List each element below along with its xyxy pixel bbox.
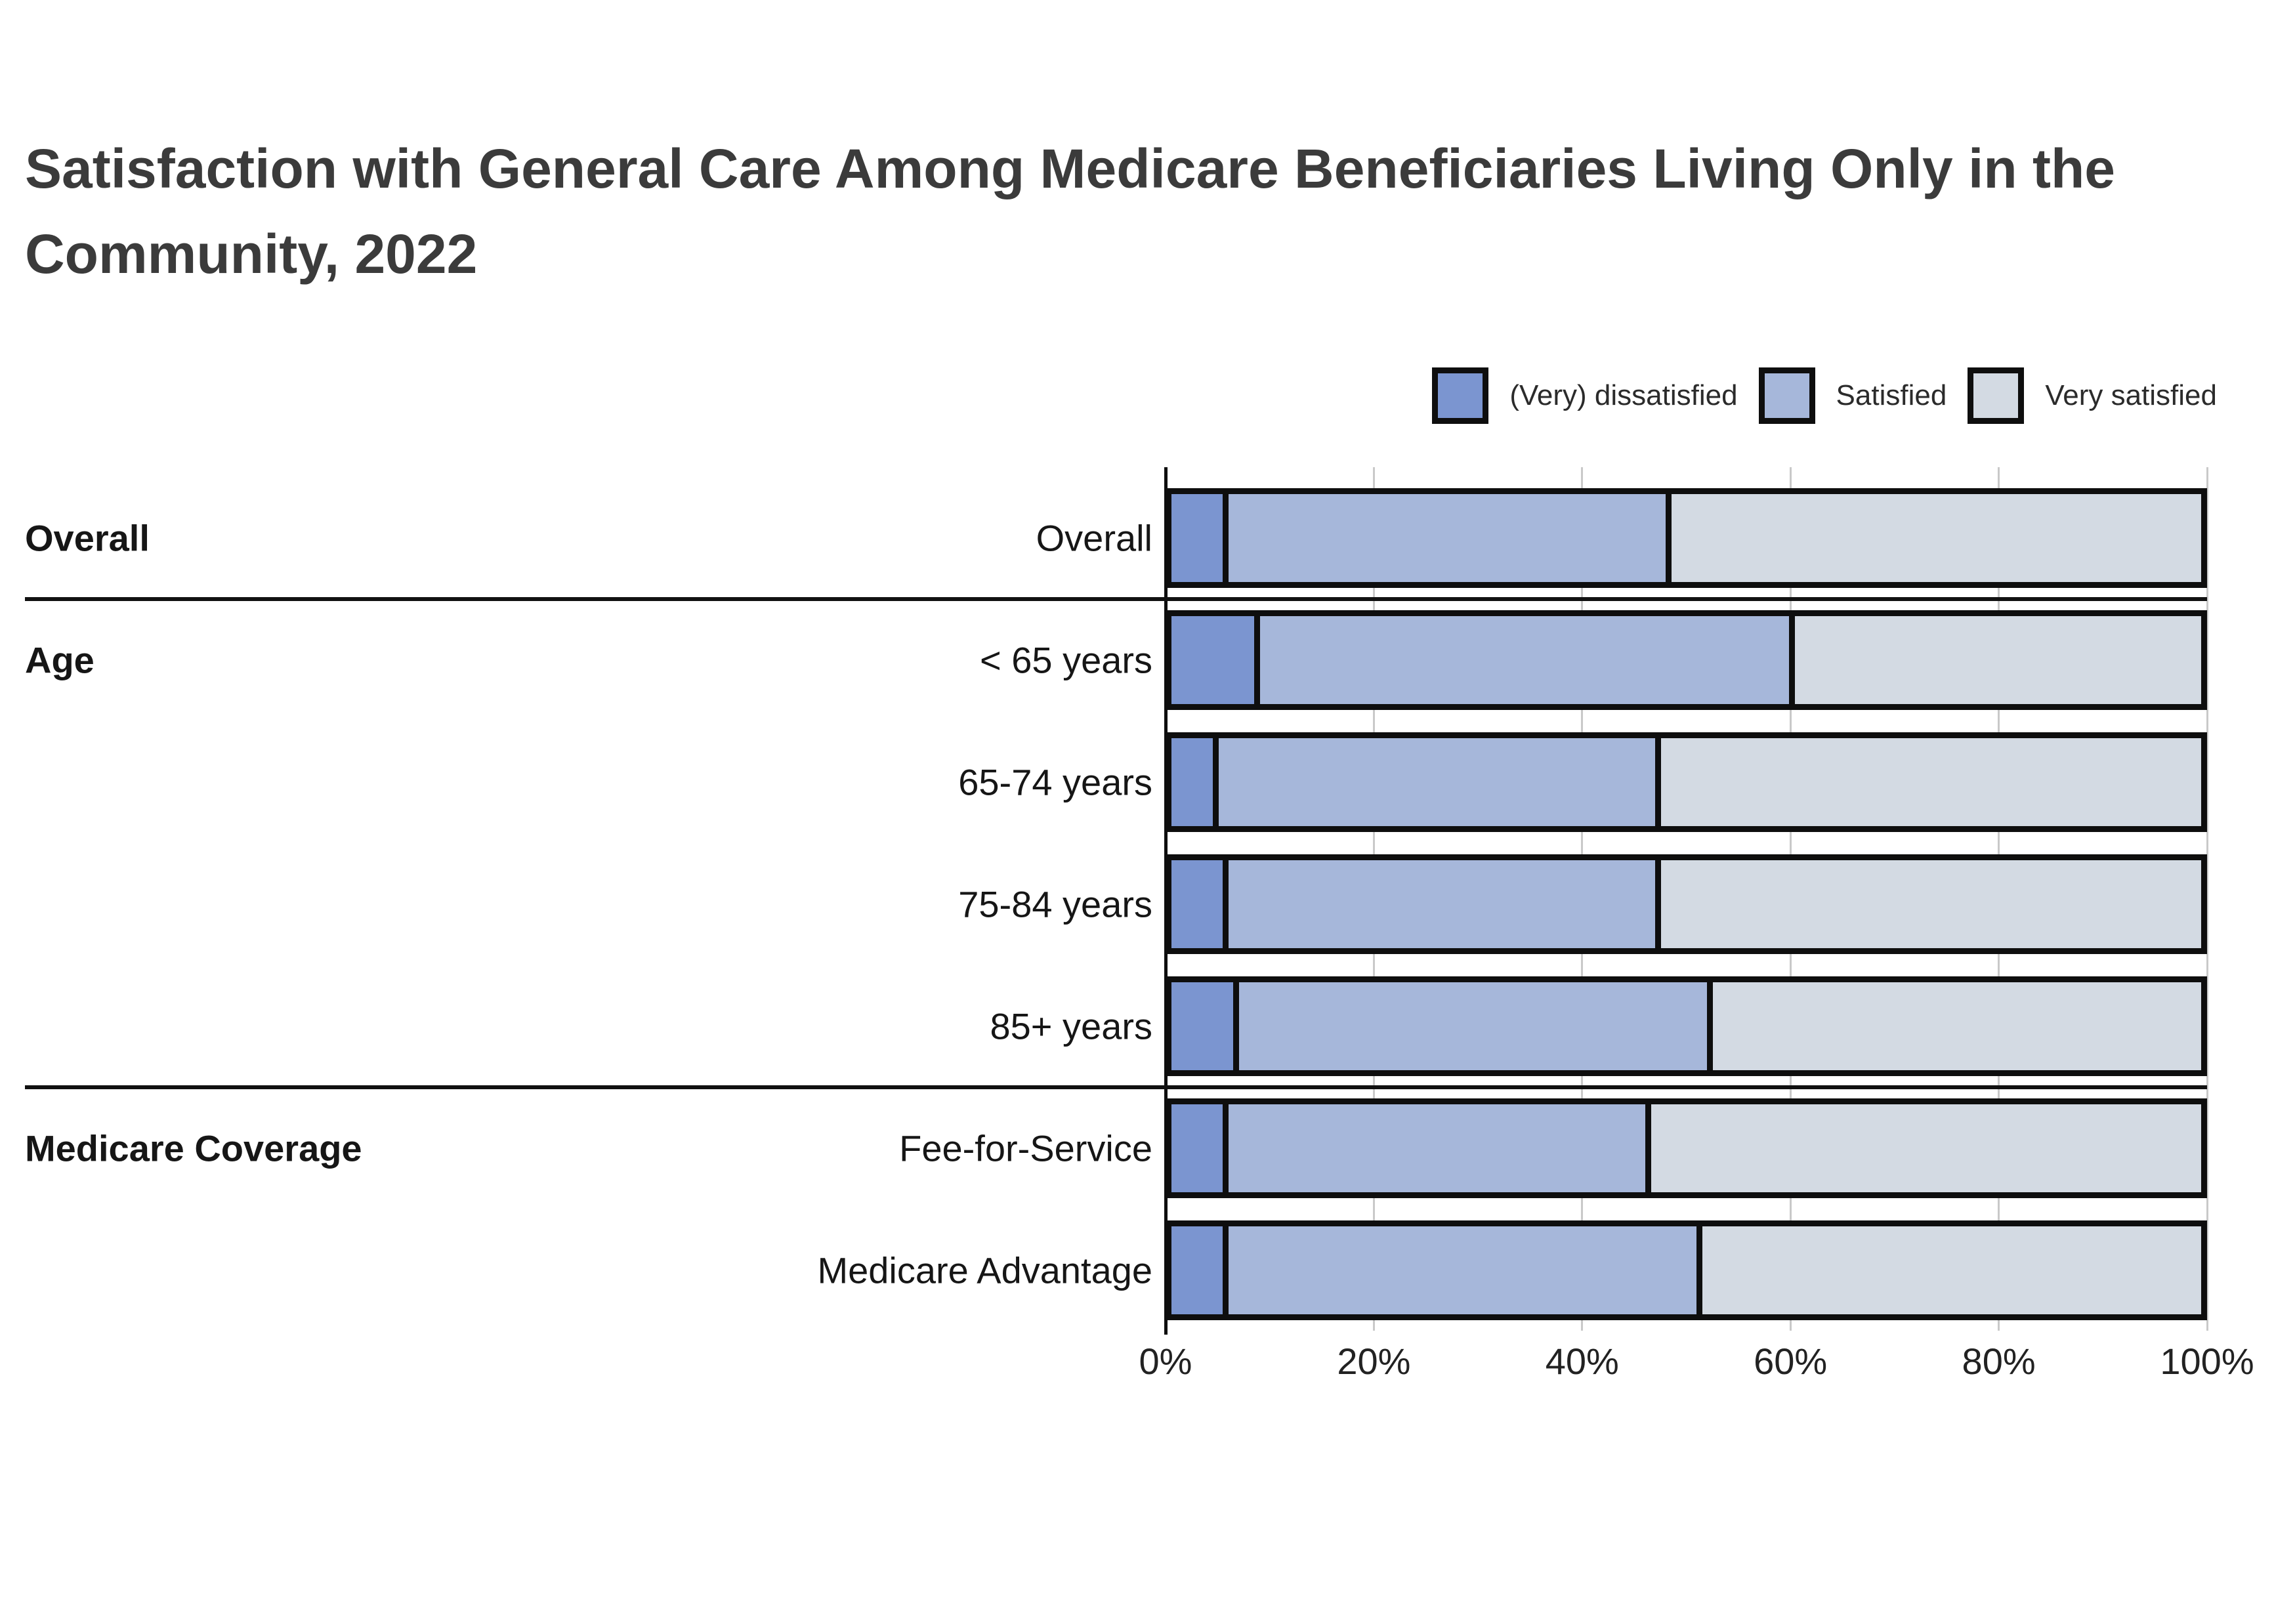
bar-segment xyxy=(1655,860,2201,948)
x-tick-label: 40% xyxy=(1545,1341,1619,1382)
legend-swatch xyxy=(1758,367,1815,424)
bar-segment xyxy=(1666,494,2201,582)
chart-title: Satisfaction with General Care Among Med… xyxy=(25,138,2116,285)
bar-segment xyxy=(1212,738,1656,826)
bar-segment xyxy=(1696,1226,2201,1314)
bar-row xyxy=(1166,488,2207,588)
row-label: 85+ years xyxy=(990,1005,1153,1047)
x-tick-label: 20% xyxy=(1337,1341,1411,1382)
bar-segment xyxy=(1171,1104,1223,1192)
legend-item: Satisfied xyxy=(1758,367,1947,424)
bar-segment xyxy=(1233,982,1707,1070)
group-separator xyxy=(25,1085,2207,1089)
group-label: Age xyxy=(25,639,95,681)
group-label: Medicare Coverage xyxy=(25,1127,362,1169)
legend-item: Very satisfied xyxy=(1968,367,2217,424)
legend-item: (Very) dissatisfied xyxy=(1432,367,1738,424)
bar-row xyxy=(1166,610,2207,710)
x-tick-label: 0% xyxy=(1139,1341,1192,1382)
row-label: Fee-for-Service xyxy=(899,1127,1152,1169)
legend: (Very) dissatisfied Satisfied Very satisfi… xyxy=(1432,365,2217,427)
group-separator xyxy=(25,597,2207,601)
row-label: 65-74 years xyxy=(958,761,1152,803)
bar-row xyxy=(1166,1220,2207,1320)
legend-label: Satisfied xyxy=(1836,379,1947,411)
row-label: Medicare Advantage xyxy=(817,1249,1152,1291)
bar-segment xyxy=(1171,494,1223,582)
bar-segment xyxy=(1223,1104,1645,1192)
x-gridline xyxy=(2206,467,2208,1331)
row-label: Overall xyxy=(1036,517,1152,559)
bar-segment xyxy=(1655,738,2201,826)
group-label: Overall xyxy=(25,517,150,559)
bar-segment xyxy=(1223,1226,1697,1314)
bar-segment xyxy=(1171,982,1234,1070)
bar-segment xyxy=(1171,738,1213,826)
row-label: 75-84 years xyxy=(958,883,1152,925)
bar-segment xyxy=(1706,982,2201,1070)
bar-row xyxy=(1166,976,2207,1076)
bar-row xyxy=(1166,732,2207,832)
x-tick-label: 80% xyxy=(1962,1341,2036,1382)
bar-segment xyxy=(1171,1226,1223,1314)
x-tick-label: 60% xyxy=(1754,1341,1828,1382)
bar-segment xyxy=(1223,860,1656,948)
bar-segment xyxy=(1253,616,1790,704)
legend-label: (Very) dissatisfied xyxy=(1509,379,1738,411)
bar-segment xyxy=(1789,616,2201,704)
legend-label: Very satisfied xyxy=(2045,379,2217,411)
bar-segment xyxy=(1223,494,1666,582)
x-tick-label: 100% xyxy=(2160,1341,2254,1382)
legend-swatch xyxy=(1968,367,2025,424)
bar-row xyxy=(1166,854,2207,954)
row-label: < 65 years xyxy=(979,639,1152,681)
bar-row xyxy=(1166,1098,2207,1198)
bar-segment xyxy=(1645,1104,2201,1192)
bar-segment xyxy=(1171,616,1254,704)
legend-swatch xyxy=(1432,367,1489,424)
bar-segment xyxy=(1171,860,1223,948)
